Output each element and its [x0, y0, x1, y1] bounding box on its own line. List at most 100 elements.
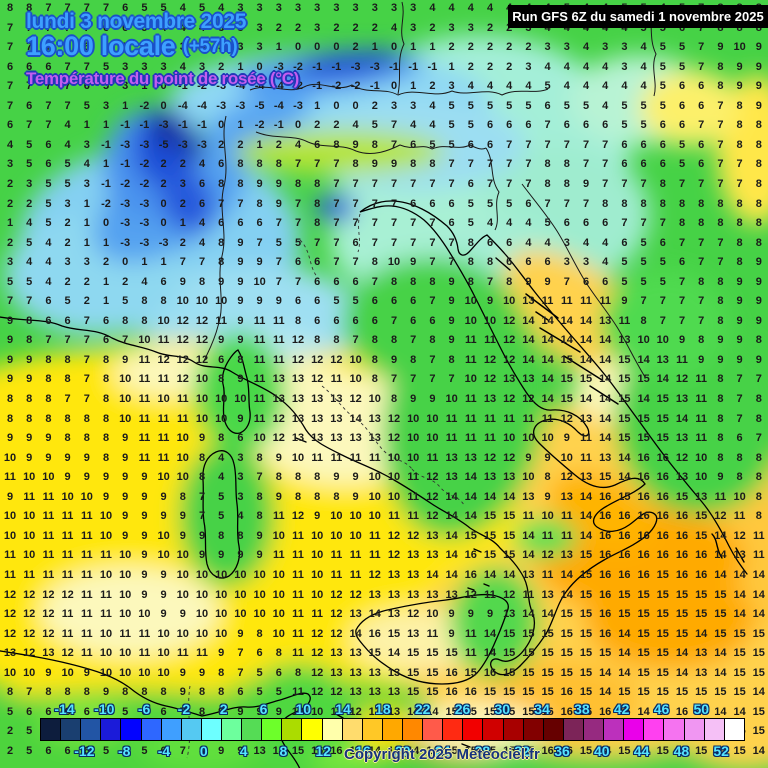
grid-value: 7 [333, 157, 339, 171]
grid-value: 9 [487, 607, 493, 621]
grid-value: 8 [391, 333, 397, 347]
grid-value: 8 [333, 490, 339, 504]
grid-value: 11 [273, 333, 285, 347]
grid-value: 14 [599, 744, 611, 758]
grid-value: 15 [580, 666, 592, 680]
grid-value: 7 [410, 236, 416, 250]
grid-value: 13 [253, 744, 265, 758]
grid-value: 16 [465, 724, 477, 738]
grid-value: 9 [122, 431, 128, 445]
grid-value: 6 [621, 236, 627, 250]
grid-value: 9 [26, 431, 32, 445]
grid-value: 9 [103, 490, 109, 504]
grid-value: 0 [122, 255, 128, 269]
grid-value: -5 [159, 138, 169, 152]
grid-value: 1 [237, 60, 243, 74]
grid-value: 16 [599, 490, 611, 504]
grid-value: -2 [140, 157, 150, 171]
grid-value: 2 [449, 40, 455, 54]
grid-value: 12 [541, 548, 553, 562]
grid-value: 15 [714, 588, 726, 602]
grid-value: 15 [695, 685, 707, 699]
grid-value: -3 [120, 138, 130, 152]
grid-value: 9 [103, 470, 109, 484]
grid-value: 14 [580, 392, 592, 406]
grid-value: 16 [676, 529, 688, 543]
grid-value: 9 [218, 548, 224, 562]
grid-value: 14 [369, 724, 381, 738]
grid-value: 9 [45, 666, 51, 680]
grid-value: 4 [161, 40, 167, 54]
grid-value: 8 [45, 685, 51, 699]
grid-value: 7 [45, 79, 51, 93]
grid-value: -3 [159, 118, 169, 132]
grid-value: 12 [311, 685, 323, 699]
grid-value: 7 [65, 392, 71, 406]
grid-value: 8 [737, 138, 743, 152]
grid-value: 6 [237, 685, 243, 699]
grid-value: 10 [138, 333, 150, 347]
grid-value: 16 [637, 548, 649, 562]
grid-value: 13 [292, 392, 304, 406]
grid-value: 5 [7, 705, 13, 719]
grid-value: 9 [7, 431, 13, 445]
grid-value: 10 [4, 509, 16, 523]
grid-value: 16 [330, 744, 342, 758]
grid-value: 7 [333, 255, 339, 269]
grid-value: 7 [410, 372, 416, 386]
grid-value: 7 [698, 40, 704, 54]
grid-value: 11 [292, 646, 304, 660]
grid-value: 16 [695, 568, 707, 582]
grid-value: 14 [465, 490, 477, 504]
grid-value: 3 [180, 40, 186, 54]
grid-value: 10 [215, 412, 227, 426]
grid-value: 13 [349, 431, 361, 445]
grid-value: 16 [695, 705, 707, 719]
grid-value: 7 [449, 177, 455, 191]
grid-value: 8 [660, 197, 666, 211]
grid-value: 1 [103, 294, 109, 308]
grid-value: 13 [561, 490, 573, 504]
grid-value: 9 [737, 333, 743, 347]
grid-value: 12 [503, 314, 515, 328]
grid-value: 6 [487, 236, 493, 250]
grid-value: 15 [561, 392, 573, 406]
grid-value: 10 [196, 627, 208, 641]
grid-value: 9 [257, 705, 263, 719]
grid-value: 5 [660, 255, 666, 269]
grid-value: 11 [62, 568, 74, 582]
grid-value: 10 [292, 451, 304, 465]
grid-value: 4 [353, 118, 359, 132]
grid-value: 3 [103, 99, 109, 113]
grid-value: 11 [446, 412, 458, 426]
grid-value: 5 [276, 685, 282, 699]
grid-value: 7 [353, 255, 359, 269]
grid-value: 8 [141, 685, 147, 699]
grid-value: 8 [257, 451, 263, 465]
grid-value: 5 [122, 724, 128, 738]
grid-value: 14 [484, 627, 496, 641]
grid-value: 9 [84, 451, 90, 465]
grid-value: -3 [120, 197, 130, 211]
grid-value: 14 [753, 607, 765, 621]
grid-value: 15 [676, 744, 688, 758]
grid-value: 8 [103, 392, 109, 406]
grid-value: 3 [295, 1, 301, 15]
grid-value: -2 [120, 177, 130, 191]
grid-value: 10 [311, 548, 323, 562]
grid-value: 3 [314, 1, 320, 15]
grid-value: 7 [391, 216, 397, 230]
grid-value: 14 [541, 372, 553, 386]
grid-value: 14 [484, 646, 496, 660]
grid-value: 15 [733, 744, 745, 758]
grid-value: 6 [237, 431, 243, 445]
grid-value: 10 [119, 568, 131, 582]
grid-value: 5 [45, 216, 51, 230]
grid-value: 15 [618, 431, 630, 445]
grid-value: 15 [541, 685, 553, 699]
grid-value: 11 [273, 353, 285, 367]
grid-value: 11 [4, 470, 16, 484]
grid-value: 14 [753, 568, 765, 582]
grid-value: -3 [351, 60, 361, 74]
grid-value: 9 [257, 177, 263, 191]
